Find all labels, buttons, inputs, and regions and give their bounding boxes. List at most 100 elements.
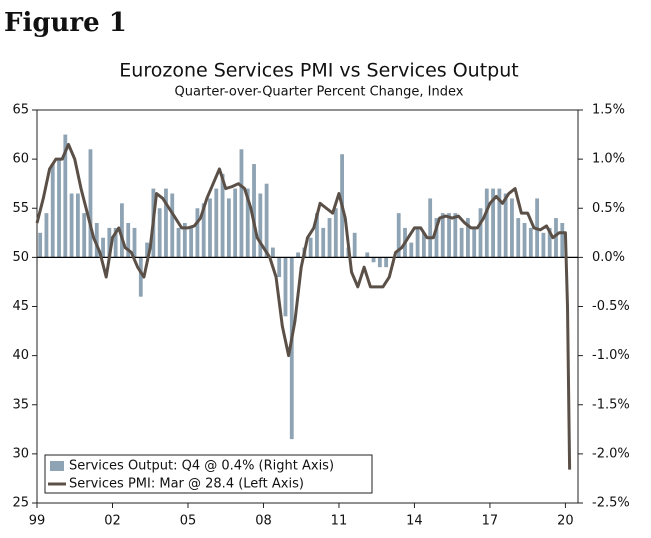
y-tick-label: 45	[12, 299, 29, 314]
bar	[516, 218, 521, 258]
x-tick-label: 17	[482, 514, 499, 529]
bar	[491, 188, 495, 258]
y2-tick-label: 0.5%	[592, 201, 625, 216]
bar	[182, 222, 187, 258]
bar	[503, 193, 508, 258]
bar	[170, 193, 175, 258]
y2-tick-label: -1.5%	[592, 397, 630, 412]
bar	[88, 149, 93, 258]
bar	[101, 237, 105, 258]
x-tick-label: 20	[557, 514, 574, 529]
bar	[252, 164, 256, 258]
bar	[233, 188, 238, 258]
x-tick-label: 14	[406, 514, 423, 529]
bar	[132, 227, 137, 258]
bar	[315, 213, 319, 258]
x-tick-label: 05	[180, 514, 197, 529]
bar	[145, 242, 149, 258]
bar	[107, 227, 112, 258]
bar	[214, 188, 219, 258]
bar	[264, 183, 269, 258]
x-tick-label: 99	[29, 514, 46, 529]
chart-subtitle: Quarter-over-Quarter Percent Change, Ind…	[175, 85, 464, 100]
bar	[352, 232, 357, 258]
bar	[277, 257, 282, 278]
bar	[208, 198, 212, 258]
bar	[522, 222, 527, 258]
y2-tick-label: -2.5%	[592, 496, 630, 511]
bar	[484, 188, 489, 258]
x-tick-label: 02	[104, 514, 121, 529]
bar	[63, 134, 68, 258]
y-tick-label: 60	[12, 152, 29, 167]
bar	[434, 218, 439, 258]
y-tick-label: 30	[12, 446, 29, 461]
bar	[409, 242, 414, 258]
bar	[415, 227, 420, 258]
plot-frame	[36, 109, 579, 504]
y2-tick-label: 1.5%	[592, 103, 625, 118]
figure-title: Figure 1	[4, 8, 127, 38]
bar	[38, 232, 43, 258]
bar	[296, 252, 300, 258]
bar	[541, 232, 546, 258]
bar	[371, 257, 376, 263]
bar	[377, 257, 382, 268]
bar	[466, 218, 470, 258]
bar	[428, 198, 433, 258]
y-tick-label: 35	[12, 397, 29, 412]
bar	[554, 218, 558, 258]
bar	[421, 232, 426, 258]
y2-tick-label: 0.0%	[592, 250, 625, 265]
bar	[120, 203, 124, 258]
bar	[447, 213, 451, 258]
x-tick-label: 11	[331, 514, 348, 529]
bar	[321, 227, 326, 258]
bar	[510, 198, 514, 258]
bar	[478, 208, 483, 258]
bar	[201, 203, 206, 258]
bar	[258, 193, 263, 258]
bar	[189, 227, 194, 258]
legend-label: Services Output: Q4 @ 0.4% (Right Axis)	[69, 459, 334, 474]
y2-tick-label: -2.0%	[592, 446, 630, 461]
bar	[560, 222, 565, 258]
bar	[75, 193, 80, 258]
x-tick-label: 08	[255, 514, 272, 529]
y-tick-label: 25	[12, 496, 29, 511]
bar	[164, 188, 168, 258]
bar	[497, 188, 502, 258]
y-tick-label: 55	[12, 201, 29, 216]
y2-tick-label: -1.0%	[592, 348, 630, 363]
bar	[126, 222, 131, 258]
bar	[176, 227, 181, 258]
bar	[69, 193, 74, 258]
y-tick-label: 40	[12, 348, 29, 363]
bar	[220, 173, 225, 258]
bar	[365, 252, 370, 258]
bar	[245, 188, 250, 258]
bar	[57, 159, 61, 258]
y2-tick-label: -0.5%	[592, 299, 630, 314]
bar	[82, 213, 87, 258]
bar	[333, 208, 338, 258]
bar	[396, 213, 401, 258]
bar	[440, 213, 445, 258]
bar	[384, 257, 389, 268]
bar	[289, 257, 294, 440]
bar	[283, 257, 288, 317]
bar	[50, 164, 55, 258]
bar	[308, 237, 313, 258]
legend-label: Services PMI: Mar @ 28.4 (Left Axis)	[69, 477, 304, 492]
bar	[44, 213, 49, 258]
bar	[453, 213, 458, 258]
bar	[327, 218, 332, 258]
bar	[528, 227, 533, 258]
bar	[271, 247, 275, 258]
line	[35, 142, 572, 470]
bar	[226, 198, 231, 258]
bar	[195, 208, 200, 258]
y2-tick-label: 1.0%	[592, 152, 625, 167]
